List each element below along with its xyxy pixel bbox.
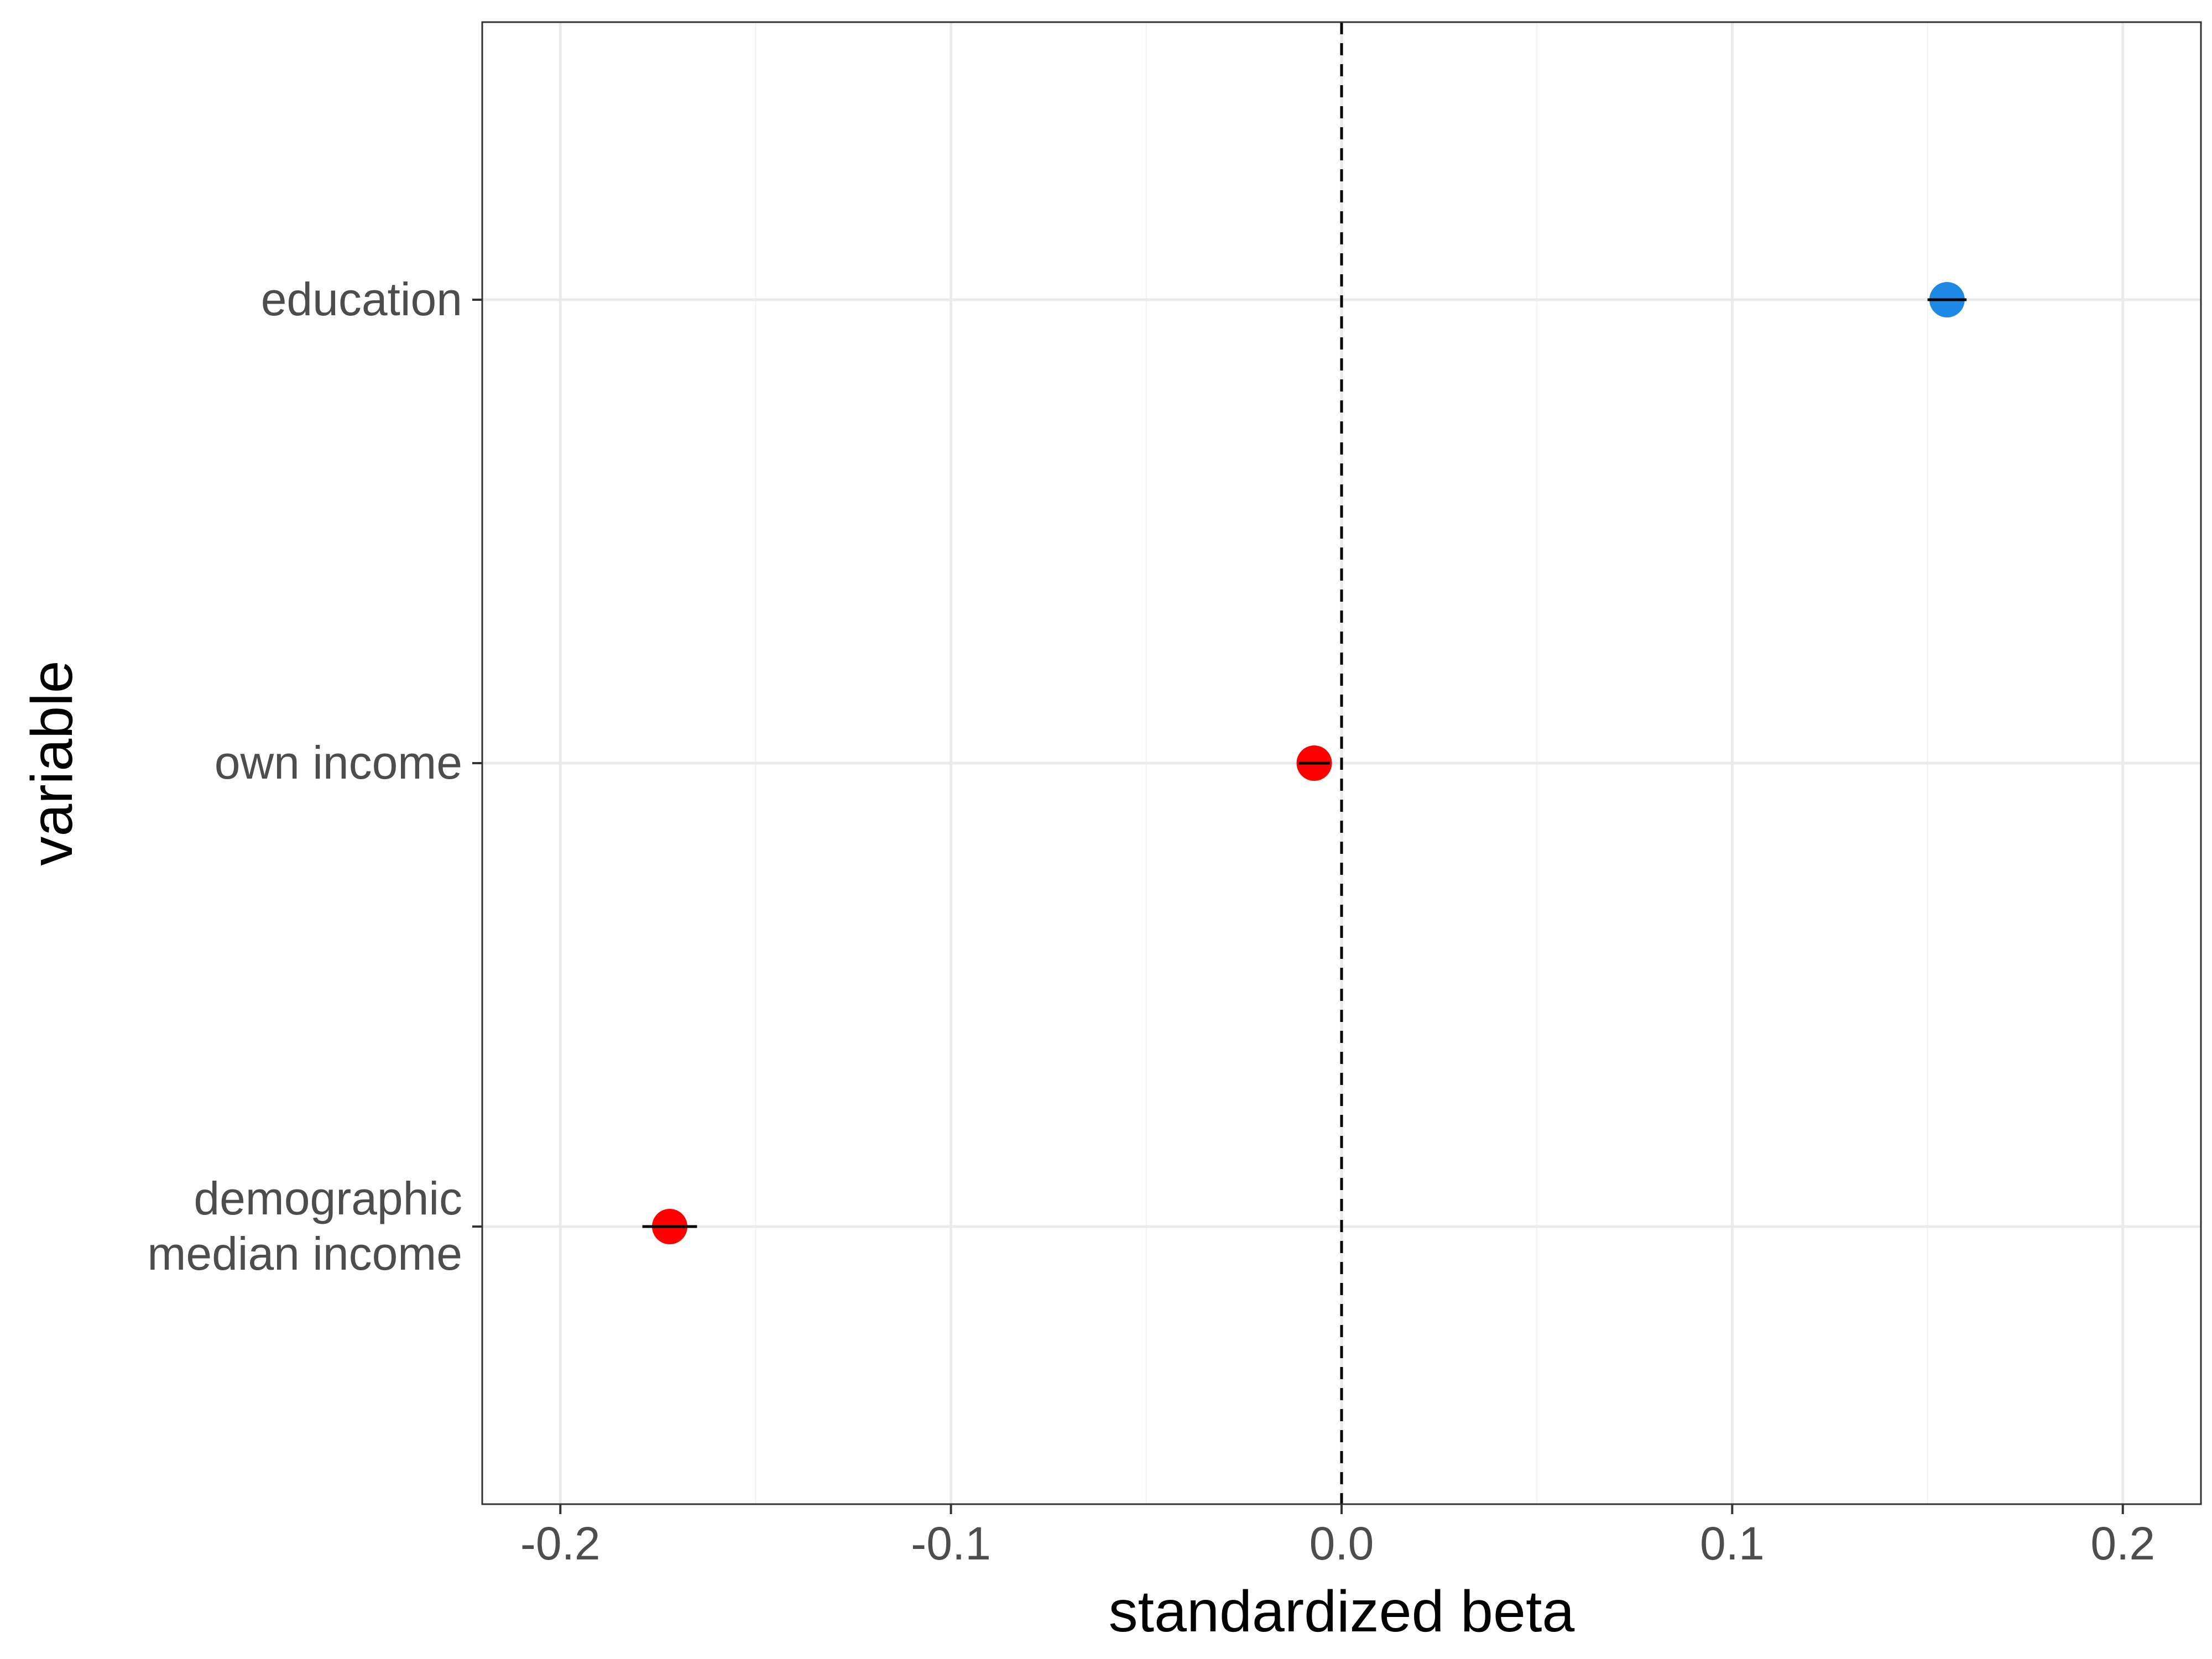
- x-tick-label: -0.2: [520, 1517, 601, 1569]
- x-tick-label: 0.1: [1700, 1517, 1765, 1569]
- x-axis-title: standardized beta: [1109, 1579, 1575, 1644]
- y-tick-label: demographic median income: [147, 1172, 462, 1280]
- axes: -0.2 -0.1 0.0 0.1 0.2 education own income demo…: [147, 273, 2155, 1569]
- y-axis-title: variable: [19, 660, 85, 865]
- y-tick-label: own income: [215, 737, 462, 789]
- data-marks: [642, 282, 1967, 1244]
- grid: [482, 22, 2201, 1504]
- x-tick-label: 0.2: [2090, 1517, 2155, 1569]
- y-tick-label: education: [261, 273, 462, 325]
- x-tick-label: -0.1: [911, 1517, 991, 1569]
- x-tick-label: 0.0: [1310, 1517, 1374, 1569]
